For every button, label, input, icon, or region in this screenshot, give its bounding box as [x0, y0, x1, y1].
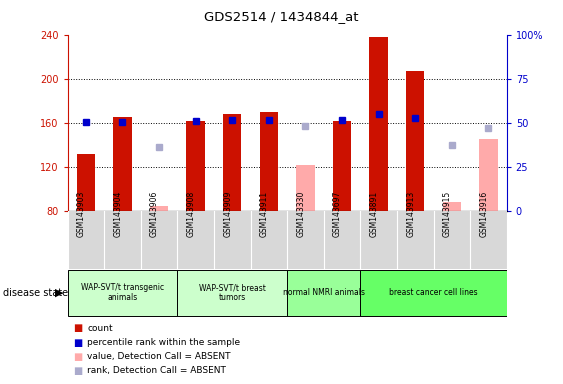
Text: ■: ■ — [73, 338, 82, 348]
Text: GSM143916: GSM143916 — [480, 191, 488, 237]
Text: disease state: disease state — [3, 288, 68, 298]
Text: ■: ■ — [73, 352, 82, 362]
Text: ■: ■ — [73, 323, 82, 333]
Text: percentile rank within the sample: percentile rank within the sample — [87, 338, 240, 347]
Text: count: count — [87, 324, 113, 333]
Text: value, Detection Call = ABSENT: value, Detection Call = ABSENT — [87, 352, 231, 361]
Text: GSM143330: GSM143330 — [297, 191, 305, 237]
Text: ▶: ▶ — [55, 288, 64, 298]
Text: GSM143909: GSM143909 — [224, 191, 233, 237]
Bar — [177, 270, 287, 316]
Bar — [68, 270, 177, 316]
Bar — [113, 118, 132, 211]
Text: GSM143915: GSM143915 — [443, 191, 452, 237]
Bar — [369, 37, 388, 211]
Text: breast cancer cell lines: breast cancer cell lines — [389, 288, 478, 297]
Text: GSM143906: GSM143906 — [150, 191, 159, 237]
Text: GSM143911: GSM143911 — [260, 191, 269, 237]
Text: GSM143904: GSM143904 — [114, 191, 123, 237]
Text: WAP-SVT/t breast
tumors: WAP-SVT/t breast tumors — [199, 283, 266, 303]
Text: GSM143903: GSM143903 — [77, 191, 86, 237]
Bar — [406, 71, 425, 211]
Bar — [287, 270, 360, 316]
Bar — [260, 112, 278, 211]
Bar — [479, 139, 498, 211]
Text: ■: ■ — [73, 366, 82, 376]
Bar — [150, 206, 168, 211]
Text: WAP-SVT/t transgenic
animals: WAP-SVT/t transgenic animals — [81, 283, 164, 303]
Bar — [443, 202, 461, 211]
Bar — [186, 121, 205, 211]
Text: GSM143697: GSM143697 — [333, 191, 342, 237]
Text: rank, Detection Call = ABSENT: rank, Detection Call = ABSENT — [87, 366, 226, 376]
Text: normal NMRI animals: normal NMRI animals — [283, 288, 365, 297]
Bar — [333, 121, 351, 211]
Bar — [77, 154, 95, 211]
Bar — [296, 165, 315, 211]
Text: GSM143913: GSM143913 — [406, 191, 415, 237]
Bar — [223, 114, 242, 211]
Text: GSM143891: GSM143891 — [370, 191, 378, 237]
Text: GDS2514 / 1434844_at: GDS2514 / 1434844_at — [204, 10, 359, 23]
Text: GSM143908: GSM143908 — [187, 191, 196, 237]
Bar — [360, 270, 507, 316]
